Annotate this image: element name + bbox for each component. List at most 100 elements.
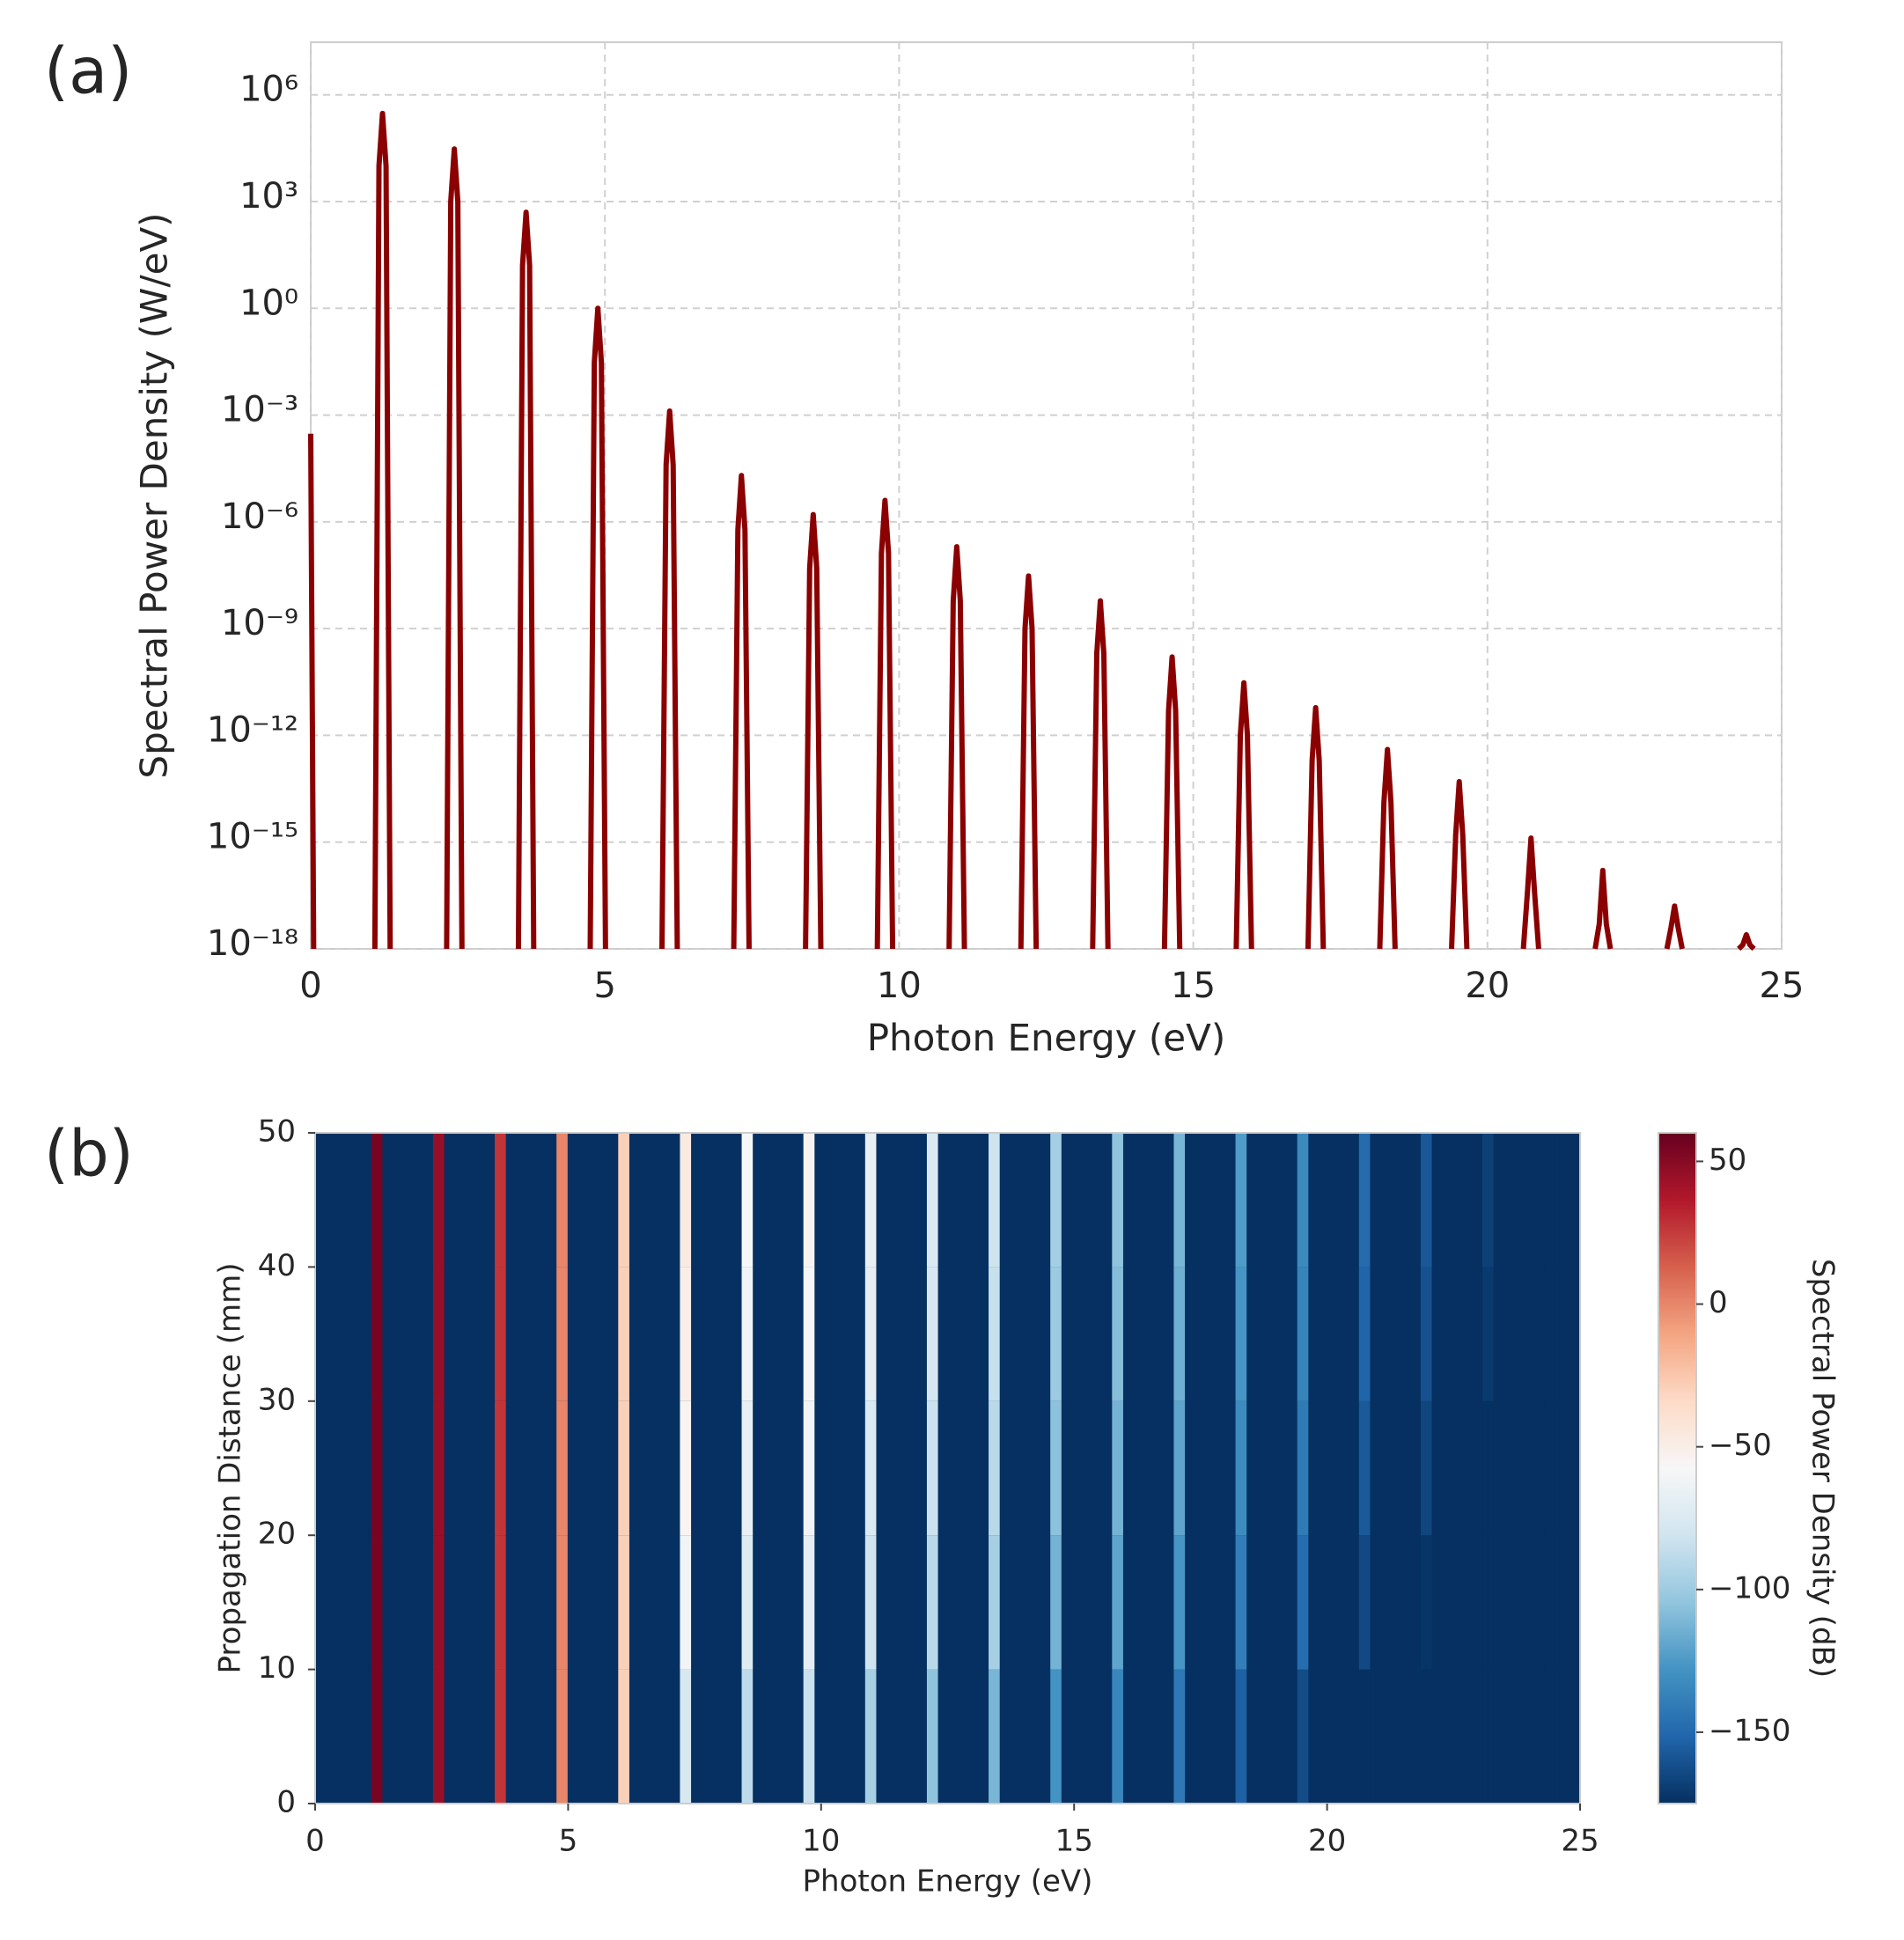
heatmap-cell	[1112, 1669, 1123, 1804]
heatmap-cell	[926, 1535, 938, 1670]
heatmap-cell	[1173, 1267, 1186, 1401]
heatmap-cell	[1297, 1535, 1309, 1670]
heatmap-cell	[864, 1535, 877, 1670]
colorbar-label: Spectral Power Density (dB)	[1805, 1259, 1841, 1678]
heatmap-cell	[926, 1267, 938, 1401]
heatmap-cell	[1050, 1267, 1062, 1401]
spectrum-line	[1090, 598, 1111, 950]
y-tick-label: 10⁻⁶	[221, 496, 298, 537]
heatmap-cell	[556, 1400, 568, 1536]
colorbar	[1658, 1132, 1697, 1804]
y-tick-label: 10⁰	[239, 283, 298, 323]
heatmap-cell	[495, 1267, 506, 1401]
heatmap-cell	[495, 1669, 506, 1804]
heatmap-cell	[1235, 1669, 1247, 1804]
heatmap-cell	[989, 1669, 1000, 1804]
heatmap-cell	[1358, 1669, 1371, 1804]
spectrum-line	[515, 209, 537, 950]
heatmap-cell	[741, 1400, 754, 1536]
spectrum-line	[1377, 746, 1398, 950]
heatmap-frame	[314, 1132, 1581, 1804]
heatmap-cell	[989, 1267, 1000, 1401]
panel-label: (b)	[44, 1117, 134, 1191]
colorbar-tick-label: −50	[1709, 1428, 1772, 1463]
spectrum-line	[731, 473, 752, 950]
heatmap-cell	[680, 1669, 692, 1804]
spectrum-line	[659, 408, 680, 950]
heatmap-cell	[495, 1133, 506, 1268]
heatmap-cell	[618, 1267, 629, 1401]
heatmap-cell	[495, 1400, 506, 1536]
heatmap-cell	[556, 1267, 568, 1401]
spectrum-line	[1664, 903, 1685, 950]
heatmap-cell	[1297, 1400, 1309, 1536]
heatmap-cell	[618, 1669, 629, 1804]
heatmap-cell	[1544, 1133, 1555, 1268]
spectrum-line	[946, 544, 967, 950]
heatmap-cell	[432, 1133, 445, 1268]
heatmap-cell	[803, 1535, 815, 1670]
y-tick-label: 10⁻⁹	[221, 603, 298, 643]
heatmap-cell	[803, 1267, 815, 1401]
heatmap-cell	[556, 1669, 568, 1804]
colorbar-tick-label: 50	[1709, 1143, 1746, 1178]
y-tick-label: 10⁶	[239, 70, 298, 110]
heatmap-cell	[926, 1669, 938, 1804]
heatmap-cell	[618, 1133, 629, 1268]
heatmap-cell	[1173, 1669, 1186, 1804]
heatmap-cell	[1050, 1535, 1062, 1670]
heatmap-cell	[371, 1133, 383, 1268]
panel-label: (a)	[44, 34, 132, 108]
heatmap-cell	[680, 1133, 692, 1268]
plot-area	[310, 41, 1783, 950]
heatmap-cell	[556, 1535, 568, 1670]
x-tick-label: 0	[305, 1824, 325, 1859]
heatmap-cell	[864, 1267, 877, 1401]
heatmap-cell	[926, 1133, 938, 1268]
x-tick-label: 15	[1171, 966, 1216, 1006]
heatmap-cell	[1112, 1535, 1123, 1670]
heatmap-cell	[803, 1400, 815, 1536]
spectrum-line	[803, 511, 824, 950]
heatmap-cell	[371, 1400, 383, 1536]
heatmap-cell	[1112, 1400, 1123, 1536]
spectrum-line	[874, 497, 896, 950]
heatmap-cell	[371, 1669, 383, 1804]
heatmap-cell	[864, 1133, 877, 1268]
heatmap-cell	[1235, 1400, 1247, 1536]
heatmap-cell	[1482, 1400, 1494, 1536]
spectrum-line	[1592, 867, 1614, 950]
heatmap-cell	[989, 1535, 1000, 1670]
heatmap-cell	[432, 1400, 445, 1536]
x-tick-label: 20	[1465, 966, 1510, 1006]
x-axis-label: Photon Energy (eV)	[803, 1864, 1093, 1900]
heatmap-cell	[1235, 1267, 1247, 1401]
spectrum-line	[1449, 779, 1470, 950]
heatmap-cell	[1112, 1133, 1123, 1268]
heatmap-cell	[1420, 1267, 1432, 1401]
heatmap-cell	[680, 1535, 692, 1670]
colorbar-tick-label: −100	[1709, 1570, 1790, 1606]
heatmap-cell	[1358, 1400, 1371, 1536]
y-tick-label: 50	[258, 1114, 296, 1150]
spectrum-line	[1737, 931, 1756, 952]
heatmap-cell	[1420, 1535, 1432, 1670]
x-axis-label: Photon Energy (eV)	[867, 1017, 1226, 1060]
spectrum-line	[1233, 680, 1254, 950]
spectrum-line	[1305, 704, 1327, 950]
x-tick-label: 0	[299, 966, 321, 1006]
heatmap-cell	[432, 1669, 445, 1804]
heatmap-cell	[1482, 1669, 1494, 1804]
heatmap-cell	[1544, 1267, 1555, 1401]
x-tick-label: 20	[1308, 1824, 1346, 1859]
heatmap-cell	[989, 1133, 1000, 1268]
heatmap-cell	[1358, 1535, 1371, 1670]
heatmap-cell	[618, 1535, 629, 1670]
x-tick-label: 25	[1760, 966, 1805, 1006]
y-tick-label: 10⁻¹²	[207, 709, 298, 750]
x-tick-label: 10	[877, 966, 922, 1006]
heatmap-cell	[1544, 1400, 1555, 1536]
heatmap-cell	[803, 1133, 815, 1268]
